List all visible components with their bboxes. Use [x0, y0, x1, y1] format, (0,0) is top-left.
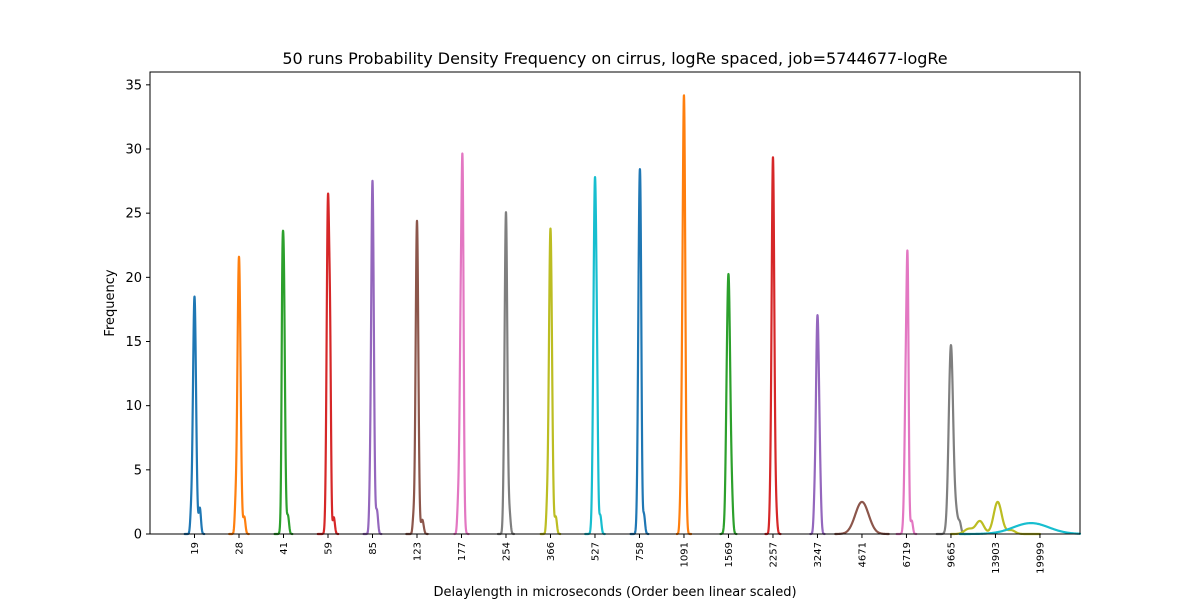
y-axis-ticks: 0 5 10 15 20 25 30 35: [125, 78, 150, 543]
y-tick-label: 10: [125, 399, 142, 414]
x-tick-label: 3247: [813, 542, 824, 567]
density-curve-1091: [675, 94, 693, 536]
density-curve-3247: [809, 314, 826, 536]
x-tick-label: 758: [635, 542, 646, 561]
density-curve-19999: [958, 521, 1082, 536]
density-curve-1569: [719, 272, 738, 536]
x-tick-label: 123: [412, 542, 423, 561]
y-tick-label: 0: [134, 528, 142, 543]
y-axis-label: Frequency: [103, 269, 118, 336]
x-tick-label: 9665: [946, 542, 957, 567]
density-curve-9665: [935, 344, 967, 536]
x-axis-ticks: 19 28 41 59 85 123 177 254 366 527 758 1091 1569 2257…: [190, 534, 1046, 574]
chart-title: 50 runs Probability Density Frequency on…: [282, 49, 947, 68]
x-tick-label: 366: [546, 542, 557, 561]
density-curve-254: [496, 211, 516, 536]
x-tick-label: 85: [368, 542, 379, 555]
density-curve-19: [183, 295, 206, 536]
density-curve-123: [405, 219, 429, 536]
y-tick-label: 15: [125, 335, 142, 350]
y-tick-label: 20: [125, 271, 142, 286]
density-curve-59: [316, 192, 340, 536]
y-tick-label: 5: [134, 463, 142, 478]
density-curve-366: [539, 227, 562, 536]
density-curve-527: [584, 176, 606, 536]
x-tick-label: 1091: [679, 542, 690, 567]
y-tick-label: 35: [125, 78, 142, 93]
density-curve-4671: [834, 500, 890, 536]
density-curve-177: [453, 152, 470, 536]
density-curve-41: [273, 229, 294, 536]
x-tick-label: 13903: [991, 542, 1002, 574]
density-curve-28: [228, 255, 250, 536]
x-tick-label: 177: [457, 542, 468, 561]
series-layer: [183, 94, 1082, 536]
x-tick-label: 1569: [724, 542, 735, 567]
y-tick-label: 25: [125, 207, 142, 222]
y-tick-label: 30: [125, 143, 142, 158]
x-tick-label: 254: [501, 542, 512, 561]
x-tick-label: 59: [323, 542, 334, 555]
x-tick-label: 4671: [857, 542, 868, 567]
density-curve-13903: [949, 500, 1042, 536]
plot-frame: [149, 71, 1081, 535]
x-tick-label: 28: [234, 542, 245, 555]
x-tick-label: 19: [190, 542, 201, 555]
x-tick-label: 41: [279, 542, 290, 555]
density-curve-758: [629, 168, 650, 536]
density-curve-2257: [764, 156, 782, 536]
density-curve-85: [362, 179, 383, 536]
x-tick-label: 527: [590, 542, 601, 561]
x-tick-label: 6719: [902, 542, 913, 567]
x-axis-label: Delaylength in microseconds (Order been …: [433, 585, 796, 600]
density-curve-6719: [895, 249, 918, 536]
x-tick-label: 19999: [1035, 542, 1046, 574]
x-tick-label: 2257: [768, 542, 779, 567]
